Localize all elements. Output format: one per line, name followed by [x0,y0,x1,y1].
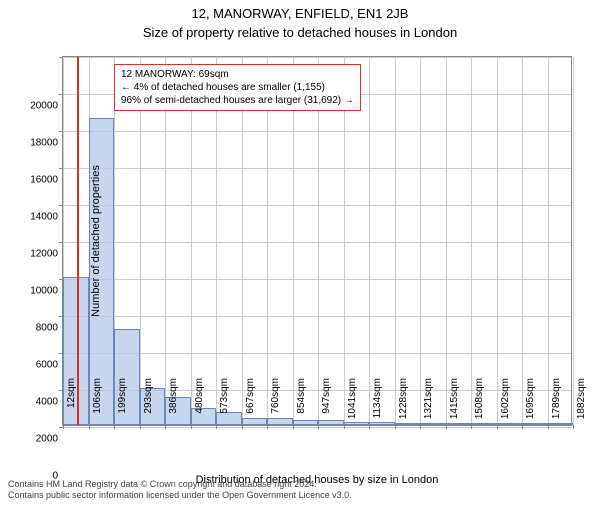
xtick-mark [369,425,370,429]
xtick-label: 1789sqm [551,378,562,428]
gridline-v [216,57,217,425]
ytick-label: 2000 [18,434,58,445]
gridline-v [471,57,472,425]
xtick-mark [216,425,217,429]
gridline-v [242,57,243,425]
xtick-label: 12sqm [66,378,77,428]
footer-line2: Contains public sector information licen… [8,490,352,502]
xtick-label: 760sqm [270,378,281,428]
xtick-mark [165,425,166,429]
xtick-label: 1415sqm [449,378,460,428]
gridline-v [446,57,447,425]
gridline-v [497,57,498,425]
xtick-mark [89,425,90,429]
ytick-label: 20000 [18,101,58,112]
gridline-v [140,57,141,425]
ytick-label: 10000 [18,286,58,297]
xtick-label: 1134sqm [372,378,383,428]
xtick-mark [293,425,294,429]
gridline-v [548,57,549,425]
marker-line [77,57,79,425]
xtick-label: 1602sqm [500,378,511,428]
xtick-mark [497,425,498,429]
xtick-mark [573,425,574,429]
xtick-mark [267,425,268,429]
y-axis-label: Number of detached properties [90,165,102,317]
gridline-v [191,57,192,425]
xtick-mark [63,425,64,429]
xtick-label: 1321sqm [423,378,434,428]
xtick-mark [446,425,447,429]
footer-line1: Contains HM Land Registry data © Crown c… [8,479,352,491]
gridline-v [395,57,396,425]
ytick-label: 4000 [18,397,58,408]
xtick-mark [318,425,319,429]
xtick-mark [522,425,523,429]
xtick-label: 199sqm [117,378,128,428]
ytick-label: 16000 [18,175,58,186]
annotation-line3: 96% of semi-detached houses are larger (… [121,94,354,107]
xtick-label: 573sqm [219,378,230,428]
ytick-label: 14000 [18,212,58,223]
xtick-label: 1882sqm [576,378,587,428]
annotation-line2: ← 4% of detached houses are smaller (1,1… [121,81,354,94]
xtick-mark [471,425,472,429]
ytick-label: 6000 [18,360,58,371]
footer-attribution: Contains HM Land Registry data © Crown c… [8,479,352,502]
xtick-mark [420,425,421,429]
xtick-label: 386sqm [168,378,179,428]
xtick-label: 947sqm [321,378,332,428]
xtick-label: 1228sqm [398,378,409,428]
xtick-label: 667sqm [245,378,256,428]
gridline-v [369,57,370,425]
chart-container: 12 MANORWAY: 69sqm← 4% of detached house… [62,56,572,426]
xtick-label: 1508sqm [474,378,485,428]
xtick-mark [114,425,115,429]
xtick-mark [140,425,141,429]
xtick-label: 854sqm [296,378,307,428]
gridline-v [522,57,523,425]
xtick-label: 1695sqm [525,378,536,428]
plot-area: 12 MANORWAY: 69sqm← 4% of detached house… [62,56,572,426]
page-title-line1: 12, MANORWAY, ENFIELD, EN1 2JB [0,6,600,21]
ytick-label: 18000 [18,138,58,149]
xtick-label: 106sqm [92,378,103,428]
gridline-v [293,57,294,425]
gridline-v [573,57,574,425]
ytick-label: 12000 [18,249,58,260]
ytick-label: 8000 [18,323,58,334]
annotation-box: 12 MANORWAY: 69sqm← 4% of detached house… [114,64,361,111]
xtick-label: 293sqm [143,378,154,428]
xtick-mark [242,425,243,429]
xtick-mark [395,425,396,429]
annotation-line1: 12 MANORWAY: 69sqm [121,68,354,81]
xtick-label: 480sqm [194,378,205,428]
xtick-label: 1041sqm [347,378,358,428]
xtick-mark [344,425,345,429]
gridline-v [318,57,319,425]
gridline-v [267,57,268,425]
gridline-v [165,57,166,425]
xtick-mark [191,425,192,429]
gridline-v [344,57,345,425]
page-title-line2: Size of property relative to detached ho… [0,25,600,40]
xtick-mark [548,425,549,429]
gridline-v [420,57,421,425]
